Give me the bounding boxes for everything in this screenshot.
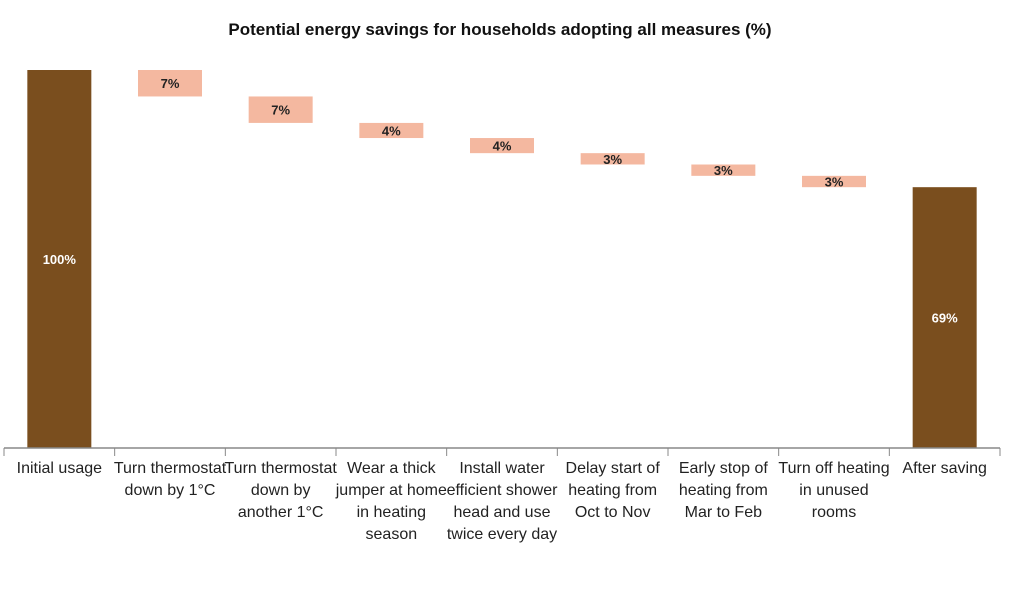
bar-3 — [359, 122, 424, 139]
bar-2 — [248, 96, 313, 123]
bar-6 — [691, 164, 756, 176]
category-label-4: Install water efficient shower head and … — [446, 460, 558, 543]
category-label-3: Wear a thick jumper at home in heating s… — [335, 460, 447, 543]
data-label-3: 4% — [382, 123, 401, 138]
data-label-5: 3% — [603, 152, 622, 167]
category-label-2: Turn thermostat down by another 1°C — [224, 460, 337, 521]
bar-8 — [912, 187, 977, 448]
bar-4 — [470, 138, 534, 154]
data-label-0: 100% — [43, 252, 77, 267]
bar-0 — [27, 70, 92, 448]
data-label-8: 69% — [932, 311, 958, 326]
category-label-0: Initial usage — [16, 460, 103, 477]
data-label-1: 7% — [161, 76, 180, 91]
category-label-5: Delay start of heating from Oct to Nov — [565, 460, 660, 521]
category-label-6: Early stop of heating from Mar to Feb — [678, 460, 768, 521]
data-label-4: 4% — [493, 139, 512, 154]
category-label-1: Turn thermostat down by 1°C — [113, 460, 227, 499]
data-label-7: 3% — [825, 175, 844, 190]
data-label-6: 3% — [714, 163, 733, 178]
category-label-8: After saving — [902, 460, 987, 477]
bar-7 — [802, 175, 866, 188]
data-label-2: 7% — [271, 103, 290, 118]
bar-5 — [580, 153, 645, 165]
chart-title: Potential energy savings for households … — [228, 20, 772, 39]
category-label-7: Turn off heating in unused rooms — [778, 460, 890, 521]
bar-1 — [138, 70, 202, 97]
